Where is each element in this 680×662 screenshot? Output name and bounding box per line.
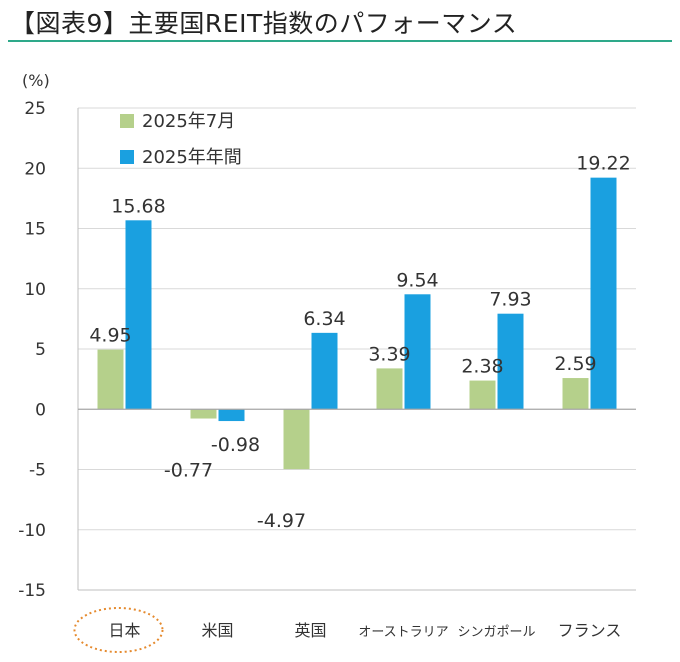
data-label: -0.77 xyxy=(164,460,213,482)
y-axis-label: (%) xyxy=(22,71,50,90)
data-label: 7.93 xyxy=(489,289,531,311)
y-tick-label: -5 xyxy=(29,461,46,481)
bar xyxy=(125,220,152,410)
legend: 2025年7月 2025年年間 xyxy=(120,111,242,168)
x-category-label: 米国 xyxy=(201,621,233,640)
y-tick-label: 10 xyxy=(24,280,46,300)
data-label: 4.95 xyxy=(89,325,131,347)
bar xyxy=(218,409,245,422)
data-label: -4.97 xyxy=(257,510,306,532)
data-label: 3.39 xyxy=(368,343,410,365)
gridlines xyxy=(77,107,636,591)
x-category-label: 日本 xyxy=(108,621,140,640)
bar xyxy=(283,409,310,470)
data-label: 15.68 xyxy=(111,195,165,217)
data-label: 19.22 xyxy=(576,153,630,175)
bar xyxy=(469,380,496,410)
x-category-label: オーストラリア xyxy=(358,625,448,640)
x-category-label: フランス xyxy=(558,621,622,640)
x-category-labels: 日本 米国 英国 オーストラリア シンガポール フランス xyxy=(73,607,622,653)
legend-label: 2025年7月 xyxy=(142,111,235,132)
x-category-label: 英国 xyxy=(294,621,326,640)
y-tick-label: 5 xyxy=(35,340,46,360)
title-rule xyxy=(8,40,672,42)
y-tick-label: -10 xyxy=(18,521,46,541)
y-tick-label: 15 xyxy=(24,220,46,240)
data-label: -0.98 xyxy=(211,434,260,456)
bar xyxy=(590,177,617,410)
data-label: 2.59 xyxy=(554,353,596,375)
y-tick-label: 25 xyxy=(24,99,46,119)
y-tick-labels: 25 20 15 10 5 0 -5 -10 -15 xyxy=(18,99,46,601)
data-label: 6.34 xyxy=(303,308,345,330)
legend-swatch xyxy=(120,114,134,128)
chart-title: 【図表9】主要国REIT指数のパフォーマンス xyxy=(10,9,518,38)
bar xyxy=(311,332,338,410)
data-labels: 4.95 -0.77 -4.97 3.39 2.38 2.59 15.68 -0.98 6.34… xyxy=(89,153,630,532)
bar xyxy=(562,378,589,410)
legend-swatch xyxy=(120,150,134,164)
x-category-label: シンガポール xyxy=(457,625,535,640)
bars xyxy=(78,177,636,470)
bar xyxy=(190,409,217,419)
bar xyxy=(497,313,524,410)
bar xyxy=(97,349,124,410)
data-label: 9.54 xyxy=(396,269,438,291)
y-tick-label: -15 xyxy=(18,581,46,601)
y-tick-label: 20 xyxy=(24,159,46,179)
bar xyxy=(404,294,431,410)
y-tick-label: 0 xyxy=(35,400,46,420)
highlight-ellipse xyxy=(73,607,164,653)
legend-label: 2025年年間 xyxy=(142,147,242,168)
bar xyxy=(376,368,403,410)
data-label: 2.38 xyxy=(461,356,503,378)
